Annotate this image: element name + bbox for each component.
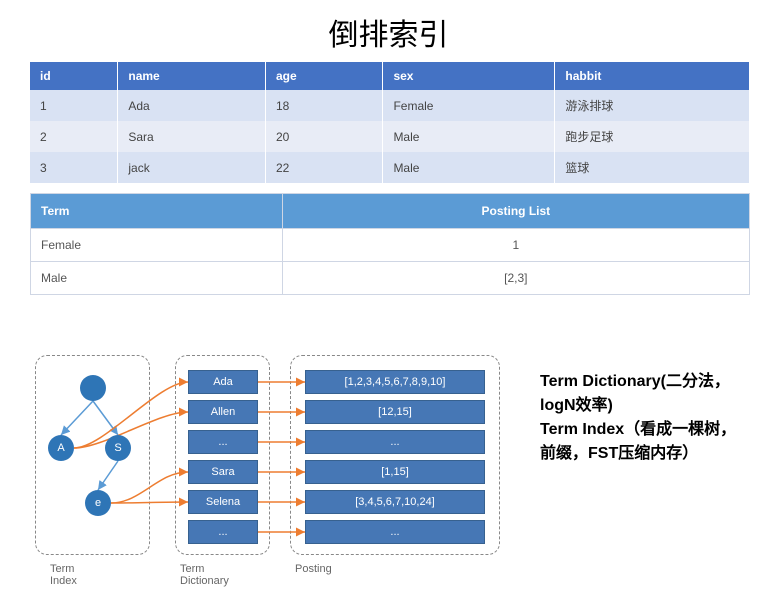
postinglist-header: Posting List bbox=[282, 194, 749, 229]
table-row: Female1 bbox=[31, 229, 750, 262]
table-header: id bbox=[30, 62, 118, 90]
data-table: idnameagesexhabbit 1Ada18Female游泳排球2Sara… bbox=[30, 62, 750, 183]
table-row: 1Ada18Female游泳排球 bbox=[30, 90, 750, 121]
posting-item: [1,15] bbox=[305, 460, 485, 484]
table-cell: 20 bbox=[265, 121, 383, 152]
posting-item: [1,2,3,4,5,6,7,8,9,10] bbox=[305, 370, 485, 394]
table-header: name bbox=[118, 62, 266, 90]
table-cell: 18 bbox=[265, 90, 383, 121]
caption-term-dictionary: Term Dictionary bbox=[180, 563, 250, 587]
text-line-1: Term Dictionary(二分法，logN效率) bbox=[540, 370, 750, 418]
table-cell: Female bbox=[31, 229, 283, 262]
table-cell: Male bbox=[31, 262, 283, 295]
table-cell: Female bbox=[383, 90, 555, 121]
dict-item: ... bbox=[188, 430, 258, 454]
table-cell: 1 bbox=[30, 90, 118, 121]
tree-node: A bbox=[48, 435, 74, 461]
table-cell: 跑步足球 bbox=[555, 121, 750, 152]
dict-item: Selena bbox=[188, 490, 258, 514]
table-cell: jack bbox=[118, 152, 266, 183]
table-cell: 2 bbox=[30, 121, 118, 152]
table-row: 2Sara20Male跑步足球 bbox=[30, 121, 750, 152]
table-cell: 3 bbox=[30, 152, 118, 183]
tree-node: e bbox=[85, 490, 111, 516]
table-cell: Ada bbox=[118, 90, 266, 121]
dict-item: Sara bbox=[188, 460, 258, 484]
dict-item: Allen bbox=[188, 400, 258, 424]
posting-item: ... bbox=[305, 430, 485, 454]
table-header: sex bbox=[383, 62, 555, 90]
tree-node bbox=[80, 375, 106, 401]
page-title: 倒排索引 bbox=[0, 0, 777, 62]
table-cell: 游泳排球 bbox=[555, 90, 750, 121]
table-cell: [2,3] bbox=[282, 262, 749, 295]
table-cell: Male bbox=[383, 121, 555, 152]
table-cell: 篮球 bbox=[555, 152, 750, 183]
term-header: Term bbox=[31, 194, 283, 229]
tree-node: S bbox=[105, 435, 131, 461]
posting-item: ... bbox=[305, 520, 485, 544]
table-header: habbit bbox=[555, 62, 750, 90]
table-cell: 1 bbox=[282, 229, 749, 262]
caption-posting: Posting bbox=[295, 563, 345, 575]
explanation-text: Term Dictionary(二分法，logN效率) Term Index（看… bbox=[540, 370, 750, 466]
table-row: Male[2,3] bbox=[31, 262, 750, 295]
table-cell: Male bbox=[383, 152, 555, 183]
caption-term-index: Term Index bbox=[50, 563, 100, 587]
table-cell: Sara bbox=[118, 121, 266, 152]
dict-item: ... bbox=[188, 520, 258, 544]
table-row: 3jack22Male篮球 bbox=[30, 152, 750, 183]
index-diagram: A Se Ada Allen... Sara Selena... [1,2,3,4,5,6… bbox=[30, 355, 510, 595]
posting-table: Term Posting List Female1Male[2,3] bbox=[30, 193, 750, 295]
dict-item: Ada bbox=[188, 370, 258, 394]
posting-item: [12,15] bbox=[305, 400, 485, 424]
table-header: age bbox=[265, 62, 383, 90]
posting-item: [3,4,5,6,7,10,24] bbox=[305, 490, 485, 514]
text-line-2: Term Index（看成一棵树，前缀，FST压缩内存） bbox=[540, 418, 750, 466]
table-cell: 22 bbox=[265, 152, 383, 183]
